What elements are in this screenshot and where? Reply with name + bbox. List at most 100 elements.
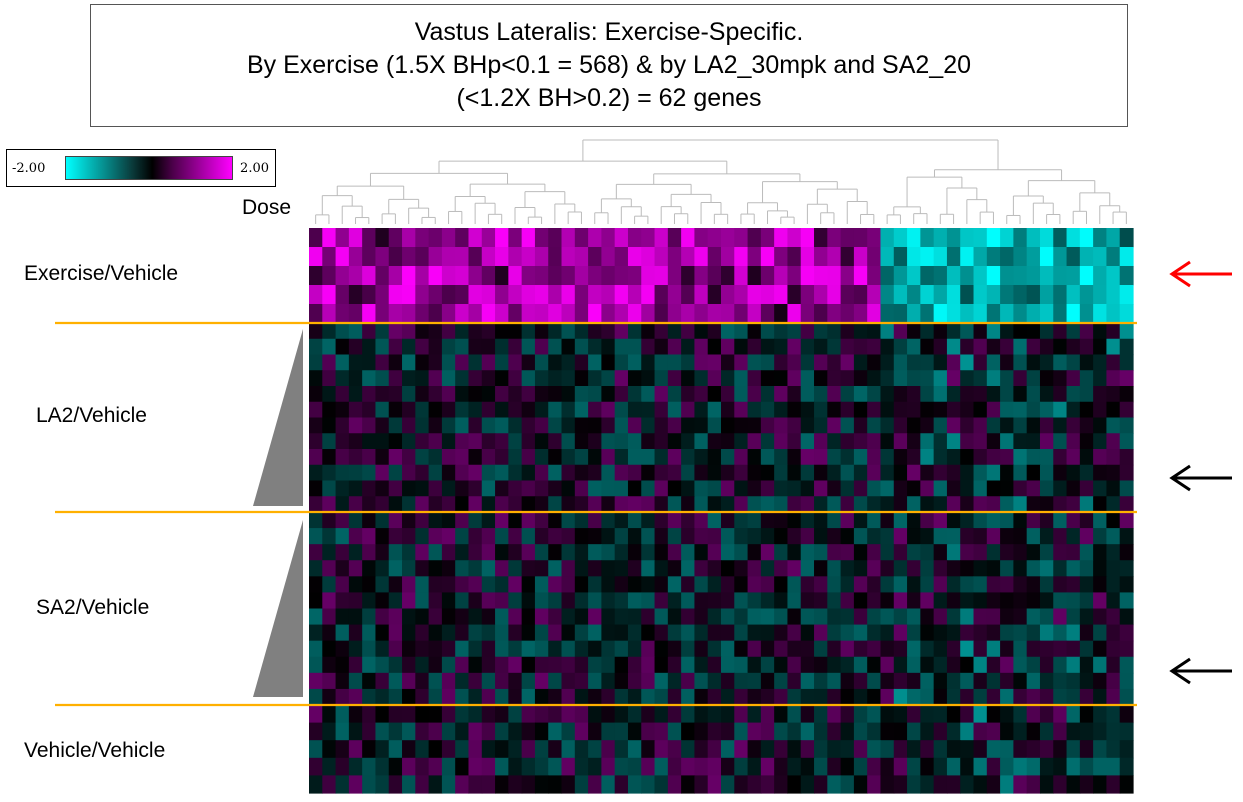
heatmap-cell xyxy=(681,688,696,706)
heatmap-cell xyxy=(375,480,390,497)
heatmap-cell xyxy=(840,338,855,356)
heatmap-cell xyxy=(1000,417,1014,434)
heatmap-cell xyxy=(827,401,842,419)
heatmap-cell xyxy=(508,480,523,497)
heatmap-cell xyxy=(654,722,669,741)
heatmap-cell xyxy=(893,304,908,324)
heatmap-cell xyxy=(468,576,483,594)
heatmap-cell xyxy=(1066,417,1081,434)
heatmap-cell xyxy=(734,370,749,387)
heatmap-cell xyxy=(335,740,350,759)
heatmap-cell xyxy=(667,285,682,305)
heatmap-cell xyxy=(1013,338,1028,356)
heatmap-cell xyxy=(853,512,868,529)
heatmap-cell xyxy=(415,592,430,610)
heatmap-cell xyxy=(428,370,443,387)
heatmap-cell xyxy=(1013,266,1028,286)
heatmap-cell xyxy=(627,576,642,594)
heatmap-cell xyxy=(867,464,882,482)
heatmap-cell xyxy=(601,354,616,371)
heatmap-cell xyxy=(322,480,337,497)
heatmap-cell xyxy=(1053,722,1068,741)
heatmap-cell xyxy=(1013,740,1028,759)
heatmap-cell xyxy=(561,544,576,561)
heatmap-cell xyxy=(681,656,696,674)
heatmap-cell xyxy=(747,401,762,419)
heatmap-cell xyxy=(309,228,323,248)
heatmap-cell xyxy=(455,656,470,674)
heatmap-cell xyxy=(455,722,470,741)
heatmap-cell xyxy=(441,640,456,658)
legend-gradient-bar xyxy=(65,156,233,180)
heatmap-cell xyxy=(481,688,496,706)
heatmap-cell xyxy=(375,464,390,482)
heatmap-cell xyxy=(441,722,456,741)
heatmap-cell xyxy=(614,304,629,324)
heatmap-cell xyxy=(721,672,735,690)
heatmap-cell xyxy=(814,512,828,529)
heatmap-cell xyxy=(508,285,523,305)
heatmap-cell xyxy=(1093,464,1108,482)
heatmap-cell xyxy=(867,624,882,642)
heatmap-cell xyxy=(534,386,549,403)
heatmap-cell xyxy=(481,323,496,340)
heatmap-cell xyxy=(627,775,642,794)
heatmap-cell xyxy=(309,740,323,759)
heatmap-cell xyxy=(495,285,509,305)
heatmap-cell xyxy=(574,722,589,741)
heatmap-cell xyxy=(774,338,789,356)
heatmap-cell xyxy=(614,247,629,267)
heatmap-cell xyxy=(1013,672,1028,690)
heatmap-cell xyxy=(362,775,377,794)
heatmap-cell xyxy=(402,354,416,371)
heatmap-cell xyxy=(707,464,722,482)
heatmap-cell xyxy=(1119,592,1134,610)
heatmap-cell xyxy=(428,323,443,340)
heatmap-cell xyxy=(986,496,1001,513)
heatmap-cell xyxy=(760,304,775,324)
heatmap-cell xyxy=(534,304,549,324)
heatmap-cell xyxy=(481,640,496,658)
heatmap-cell xyxy=(362,672,377,690)
heatmap-cell xyxy=(827,354,842,371)
heatmap-cell xyxy=(1106,757,1121,776)
heatmap-cell xyxy=(641,560,656,577)
heatmap-cell xyxy=(960,775,975,794)
heatmap-cell xyxy=(534,370,549,387)
heatmap-cell xyxy=(986,544,1001,561)
heatmap-cell xyxy=(933,560,948,577)
heatmap-cell xyxy=(681,386,696,403)
heatmap-cell xyxy=(920,386,935,403)
heatmap-cell xyxy=(747,304,762,324)
heatmap-cell xyxy=(455,285,470,305)
heatmap-cell xyxy=(508,592,523,610)
heatmap-cell xyxy=(574,338,589,356)
heatmap-cell xyxy=(495,449,509,466)
heatmap-cell xyxy=(1093,775,1108,794)
heatmap-cell xyxy=(667,449,682,466)
heatmap-cell xyxy=(508,228,523,248)
heatmap-cell xyxy=(481,576,496,594)
heatmap-cell xyxy=(907,705,921,724)
heatmap-cell xyxy=(388,386,403,403)
heatmap-cell xyxy=(880,672,895,690)
heatmap-cell xyxy=(960,576,975,594)
heatmap-cell xyxy=(721,592,735,610)
heatmap-cell xyxy=(973,480,988,497)
heatmap-cell xyxy=(827,544,842,561)
heatmap-cell xyxy=(641,386,656,403)
heatmap-cell xyxy=(946,354,961,371)
heatmap-cell xyxy=(561,740,576,759)
heatmap-cell xyxy=(800,433,815,450)
heatmap-cell xyxy=(1106,401,1121,419)
heatmap-cell xyxy=(348,464,363,482)
heatmap-cell xyxy=(1119,323,1134,340)
heatmap-cell xyxy=(907,496,921,513)
heatmap-cell xyxy=(853,775,868,794)
heatmap-cell xyxy=(880,592,895,610)
heatmap-cell xyxy=(933,688,948,706)
heatmap-cell xyxy=(907,480,921,497)
heatmap-cell xyxy=(1106,528,1121,545)
heatmap-cell xyxy=(601,247,616,267)
heatmap-cell xyxy=(734,624,749,642)
